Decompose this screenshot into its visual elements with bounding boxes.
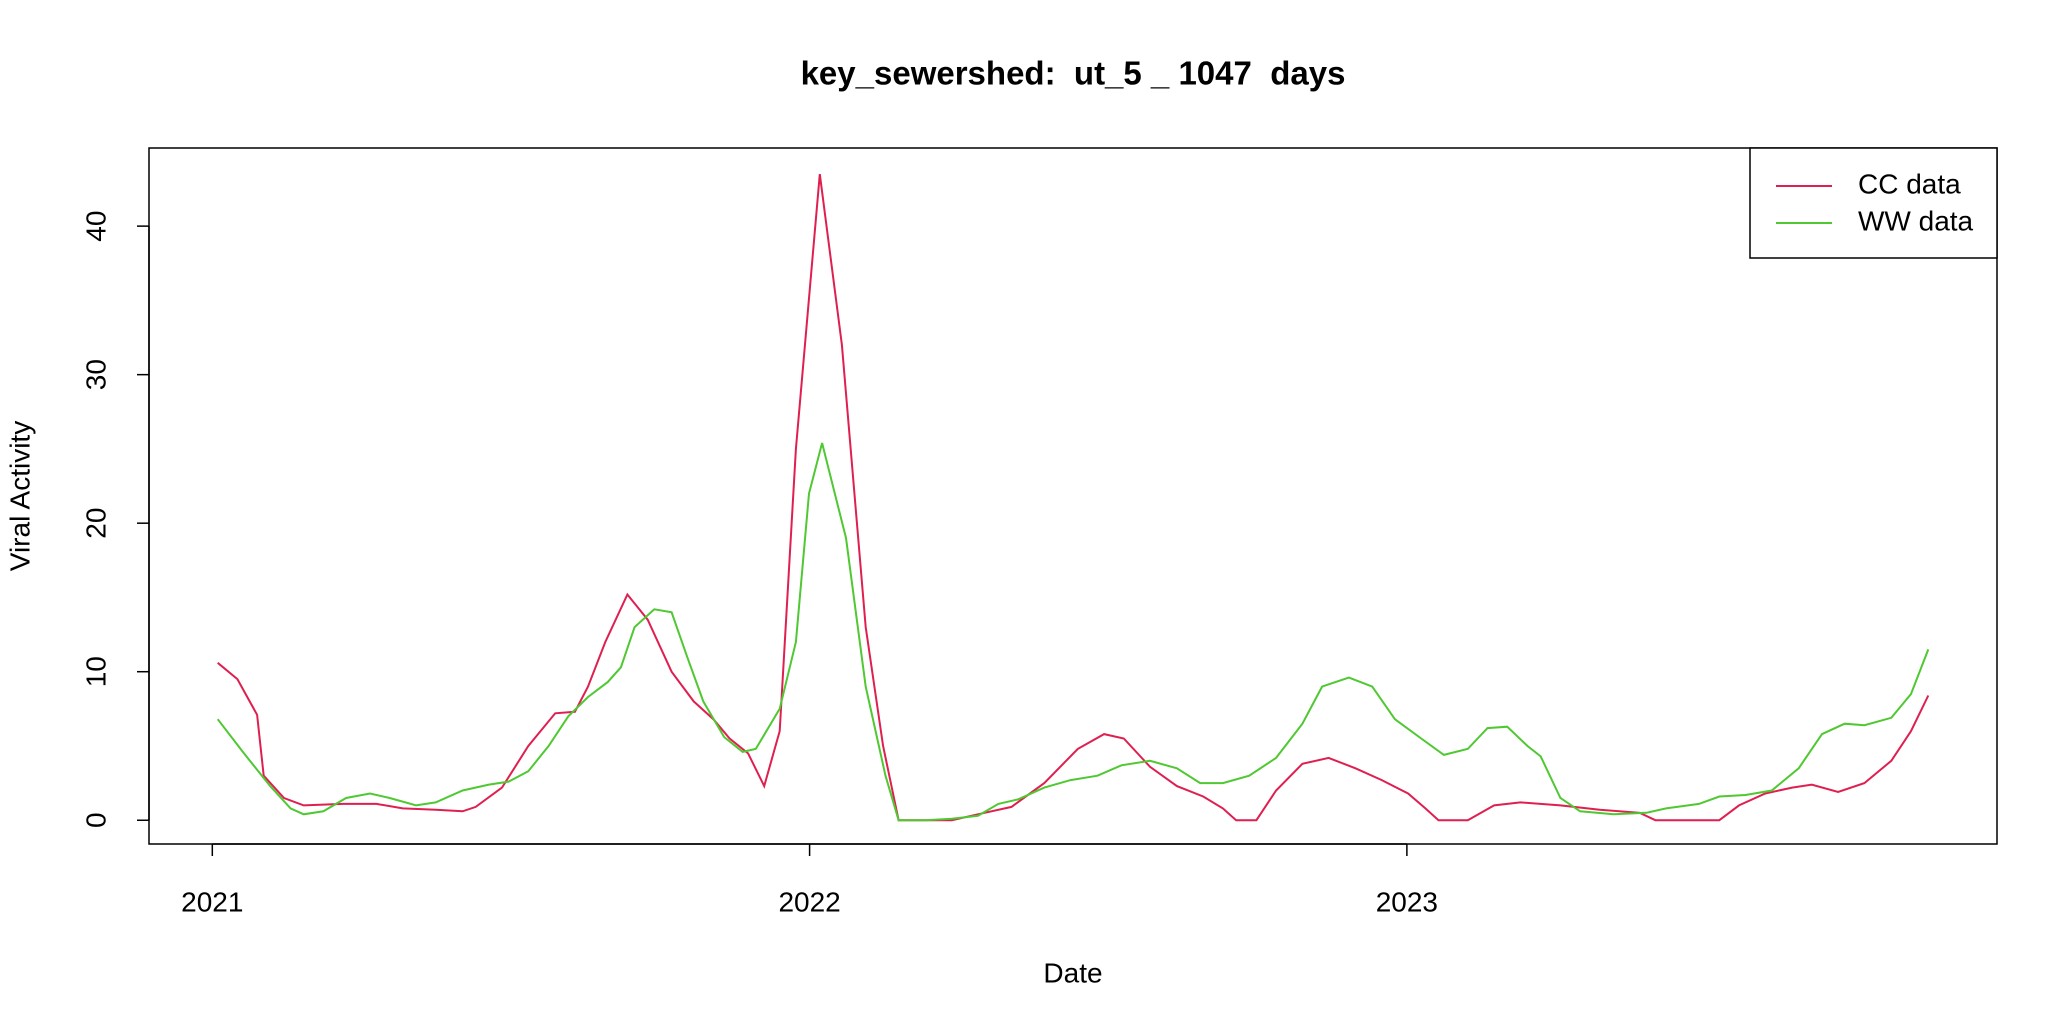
data-line <box>216 442 1930 822</box>
x-tick-label: 2022 <box>778 886 840 917</box>
legend-label: WW data <box>1858 205 1974 236</box>
legend-box <box>1749 147 1998 259</box>
plot-frame <box>148 147 1998 845</box>
chart-title: key_sewershed: ut_5 _ 1047 days <box>801 55 1346 92</box>
x-tick-label: 2021 <box>181 886 243 917</box>
legend-label: CC data <box>1858 168 1961 199</box>
y-tick-label: 40 <box>80 211 111 242</box>
x-tick-label: 2023 <box>1376 886 1438 917</box>
y-tick-label: 30 <box>80 359 111 390</box>
y-axis-label: Viral Activity <box>4 421 35 571</box>
y-tick-label: 0 <box>80 812 111 828</box>
y-tick-label: 10 <box>80 656 111 687</box>
x-axis-label: Date <box>1043 957 1102 988</box>
data-line <box>217 173 1930 822</box>
y-tick-label: 20 <box>80 508 111 539</box>
